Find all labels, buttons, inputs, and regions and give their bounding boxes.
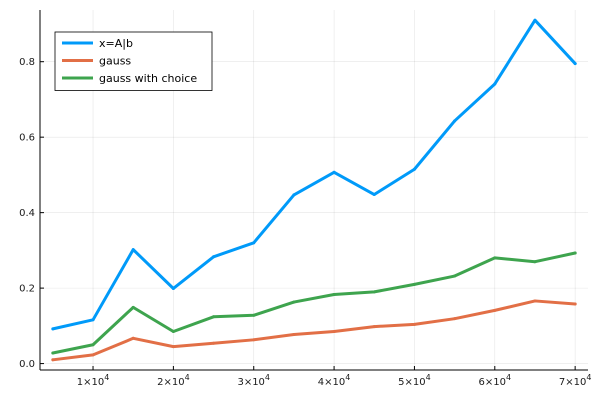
x-tick-label: 5×104	[398, 373, 431, 388]
data-point	[453, 119, 457, 123]
data-point	[51, 358, 55, 362]
series-line-1	[51, 299, 577, 362]
data-point	[372, 290, 376, 294]
data-point	[292, 193, 296, 197]
data-point	[171, 286, 175, 290]
x-tick-exponent: 4	[506, 373, 511, 382]
data-point	[252, 241, 256, 245]
series-line-0	[51, 18, 577, 331]
data-point	[573, 302, 577, 306]
data-point	[332, 330, 336, 334]
data-point	[131, 336, 135, 340]
data-point	[533, 18, 537, 22]
x-tick-exponent: 4	[104, 373, 109, 382]
data-point	[372, 193, 376, 197]
x-tick-mantissa: 4×10	[318, 377, 345, 388]
x-tick-mantissa: 3×10	[237, 377, 264, 388]
x-tick-mantissa: 5×10	[398, 377, 425, 388]
x-tick-label: 6×104	[479, 373, 512, 388]
data-point	[533, 299, 537, 303]
x-tick-label: 2×104	[157, 373, 190, 388]
legend-label-1: gauss	[99, 55, 131, 68]
x-tick-label: 3×104	[237, 373, 270, 388]
data-point	[131, 248, 135, 252]
data-point	[332, 170, 336, 174]
data-point	[131, 305, 135, 309]
x-tick-exponent: 4	[185, 373, 190, 382]
series-lines	[51, 18, 577, 362]
axes: 1×104 2×104 3×104 4×104 5×104 6×104 7×1040.00.…	[19, 10, 591, 388]
y-tick-label: 0.2	[19, 284, 35, 295]
x-tick-mantissa: 6×10	[479, 377, 506, 388]
data-point	[212, 315, 216, 319]
legend-label-2: gauss with choice	[99, 72, 197, 85]
data-point	[171, 330, 175, 334]
x-tick-label: 4×104	[318, 373, 351, 388]
x-tick-exponent: 4	[265, 373, 270, 382]
data-point	[493, 308, 497, 312]
data-point	[292, 300, 296, 304]
y-tick-label: 0.0	[19, 359, 35, 370]
data-point	[453, 317, 457, 321]
y-tick-label: 0.4	[19, 208, 35, 219]
data-point	[91, 353, 95, 357]
data-point	[212, 341, 216, 345]
y-tick-label: 0.6	[19, 133, 35, 144]
data-point	[493, 82, 497, 86]
legend-label-0: x=A|b	[99, 37, 133, 50]
data-point	[533, 260, 537, 264]
data-point	[252, 338, 256, 342]
data-point	[252, 313, 256, 317]
x-tick-exponent: 4	[586, 373, 591, 382]
data-point	[412, 167, 416, 171]
data-point	[51, 327, 55, 331]
x-tick-label: 7×104	[559, 373, 592, 388]
x-tick-exponent: 4	[426, 373, 431, 382]
data-point	[212, 255, 216, 259]
y-tick-label: 0.8	[19, 57, 35, 68]
x-tick-mantissa: 1×10	[77, 377, 104, 388]
data-point	[91, 318, 95, 322]
data-point	[171, 345, 175, 349]
data-point	[332, 293, 336, 297]
data-point	[453, 274, 457, 278]
series-line-2	[51, 251, 577, 355]
data-point	[292, 333, 296, 337]
data-point	[573, 62, 577, 66]
x-tick-exponent: 4	[345, 373, 350, 382]
data-point	[372, 325, 376, 329]
data-point	[91, 343, 95, 347]
data-point	[412, 282, 416, 286]
x-tick-mantissa: 7×10	[559, 377, 586, 388]
data-point	[412, 322, 416, 326]
x-tick-label: 1×104	[77, 373, 110, 388]
legend: x=A|b gauss gauss with choice	[54, 31, 213, 91]
data-point	[51, 351, 55, 355]
x-tick-mantissa: 2×10	[157, 377, 184, 388]
data-point	[493, 256, 497, 260]
data-point	[573, 251, 577, 255]
